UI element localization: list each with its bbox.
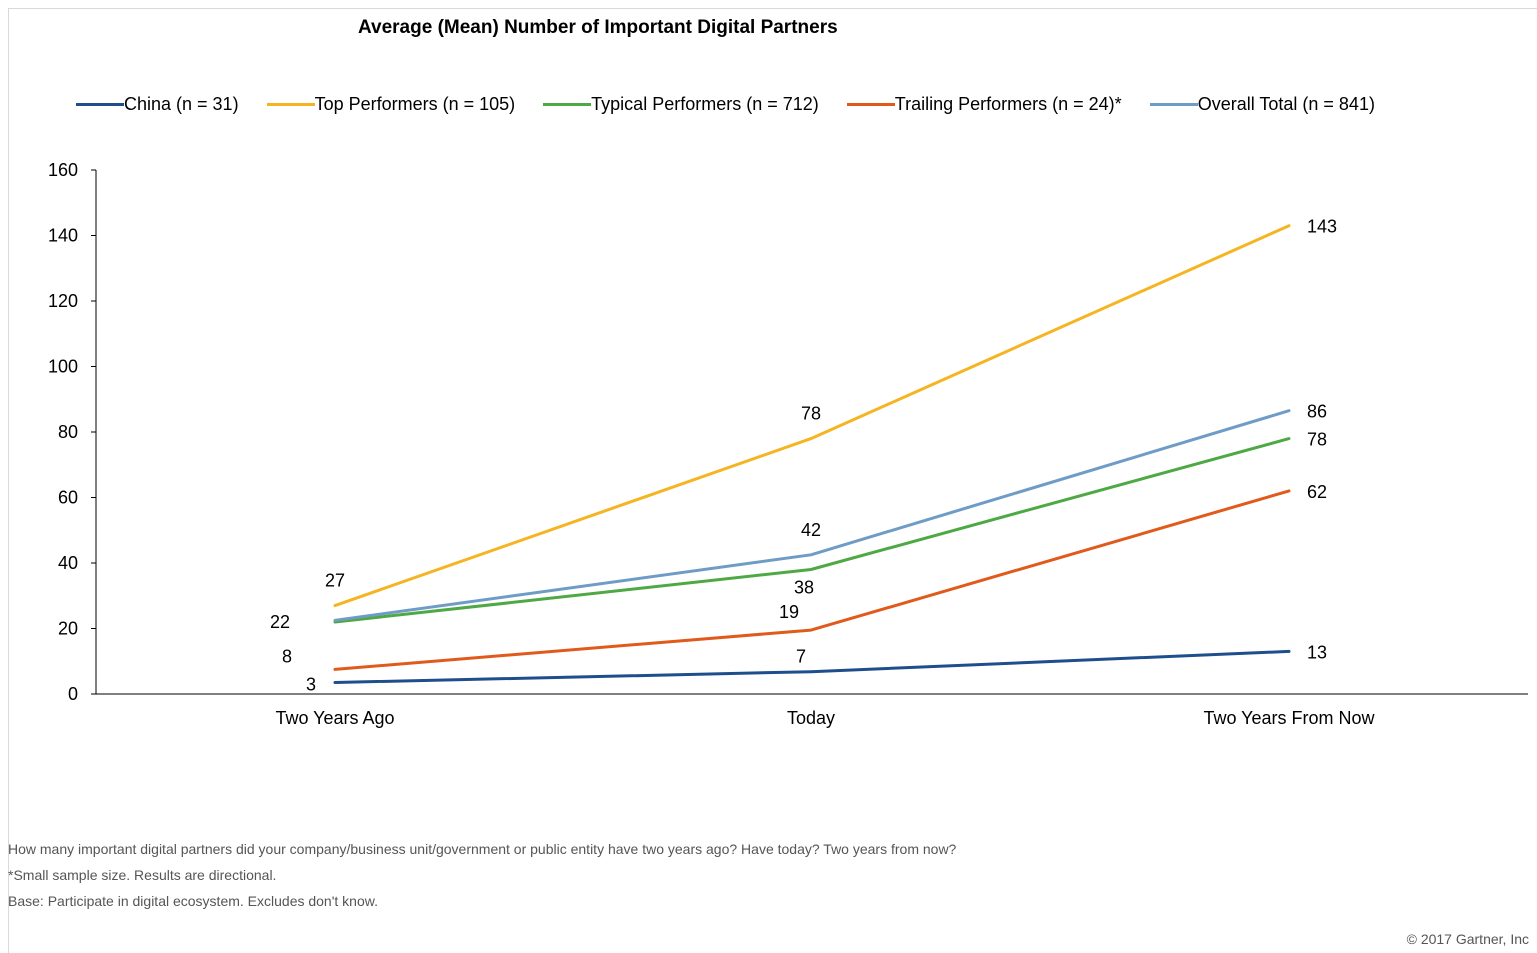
y-tick-label: 0 <box>68 684 78 704</box>
legend-item: Top Performers (n = 105) <box>266 93 516 115</box>
chart-notes: How many important digital partners did … <box>8 836 956 914</box>
data-label: 22 <box>270 612 290 632</box>
x-tick-label: Two Years Ago <box>275 708 394 728</box>
y-tick-label: 100 <box>48 357 78 377</box>
chart-legend: China (n = 31) Top Performers (n = 105) Ty… <box>76 92 1403 116</box>
legend-swatch <box>543 102 592 106</box>
copyright-notice: © 2017 Gartner, Inc <box>1406 931 1529 947</box>
y-tick-label: 160 <box>48 160 78 180</box>
series-line <box>333 224 1291 608</box>
y-tick-label: 60 <box>58 488 78 508</box>
data-label: 38 <box>794 578 814 598</box>
y-tick-label: 120 <box>48 291 78 311</box>
data-label: 78 <box>801 404 821 424</box>
data-label: 143 <box>1307 217 1337 237</box>
y-tick-label: 140 <box>48 226 78 246</box>
series-line <box>333 437 1291 624</box>
legend-item: Overall Total (n = 841) <box>1149 93 1375 115</box>
sample-size-note: *Small sample size. Results are directio… <box>8 867 277 883</box>
data-label: 13 <box>1307 642 1327 662</box>
legend-label: Trailing Performers (n = 24)* <box>894 93 1122 114</box>
data-label: 78 <box>1307 430 1327 450</box>
data-label: 7 <box>796 647 806 667</box>
x-tick-label: Two Years From Now <box>1203 708 1375 728</box>
legend-item: Trailing Performers (n = 24)* <box>846 93 1122 115</box>
legend-swatch <box>76 102 124 106</box>
data-label: 19 <box>779 602 799 622</box>
legend-label: Overall Total (n = 841) <box>1197 93 1375 114</box>
legend-item: Typical Performers (n = 712) <box>543 94 819 115</box>
legend-label: Top Performers (n = 105) <box>314 93 516 114</box>
line-chart-plot: 0 20 40 60 80 100 120 140 160 Two Years Ago Today T… <box>48 160 1528 728</box>
series-line <box>333 409 1291 622</box>
data-label: 86 <box>1307 402 1327 422</box>
legend-label: Typical Performers (n = 712) <box>591 93 819 114</box>
data-label: 27 <box>325 571 345 591</box>
legend-label: China (n = 31) <box>124 93 239 114</box>
y-tick-label: 20 <box>58 619 78 639</box>
y-tick-label: 40 <box>58 553 78 573</box>
x-tick-label: Today <box>787 708 835 728</box>
data-label: 8 <box>282 646 292 666</box>
y-tick-label: 80 <box>58 422 78 442</box>
survey-question-note: How many important digital partners did … <box>8 841 957 857</box>
data-label: 3 <box>306 675 316 695</box>
chart-title: Average (Mean) Number of Important Digit… <box>358 17 838 38</box>
legend-swatch <box>846 102 895 106</box>
chart-frame <box>8 8 1537 953</box>
legend-swatch <box>1149 102 1198 106</box>
legend-swatch <box>266 102 315 106</box>
series-line <box>333 489 1291 671</box>
base-note: Base: Participate in digital ecosystem. … <box>8 893 378 909</box>
data-label: 42 <box>801 520 821 540</box>
data-label: 62 <box>1307 482 1327 502</box>
series-line <box>333 649 1291 684</box>
legend-item: China (n = 31) <box>76 94 239 115</box>
